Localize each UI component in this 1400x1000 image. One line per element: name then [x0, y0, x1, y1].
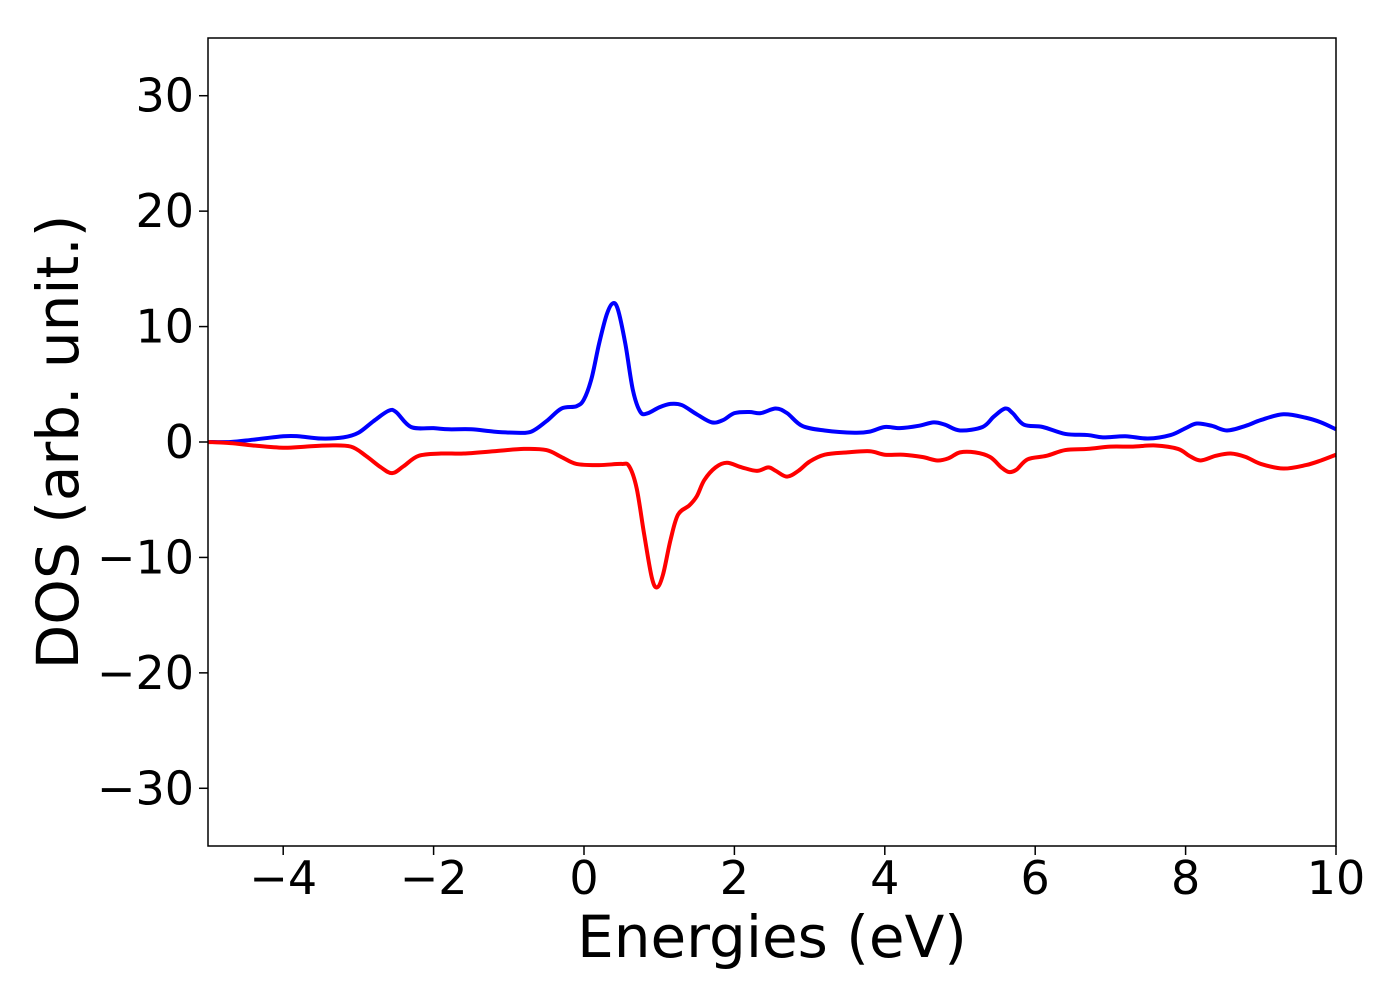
- x-tick-label: 2: [720, 851, 749, 905]
- x-tick-label: 0: [569, 851, 598, 905]
- x-tick-label: −4: [249, 851, 317, 905]
- y-tick-label: 20: [135, 184, 194, 238]
- series-line-1: [207, 440, 1337, 590]
- x-tick-label: 10: [1307, 851, 1366, 905]
- series-layer: [207, 301, 1337, 590]
- y-tick-label: −20: [97, 646, 194, 700]
- x-tick-label: −2: [400, 851, 468, 905]
- x-tick-label: 4: [870, 851, 899, 905]
- x-tick-label: 8: [1171, 851, 1200, 905]
- y-tick-label: 0: [165, 415, 194, 469]
- x-tick-label: 6: [1021, 851, 1050, 905]
- x-axis-label: Energies (eV): [577, 903, 967, 971]
- y-axis-label: DOS (arb. unit.): [24, 215, 92, 670]
- y-tick-label: −30: [97, 761, 194, 815]
- y-tick-label: −10: [97, 530, 194, 584]
- y-tick-label: 30: [135, 69, 194, 123]
- y-tick-label: 10: [135, 300, 194, 354]
- series-line-0: [207, 301, 1337, 445]
